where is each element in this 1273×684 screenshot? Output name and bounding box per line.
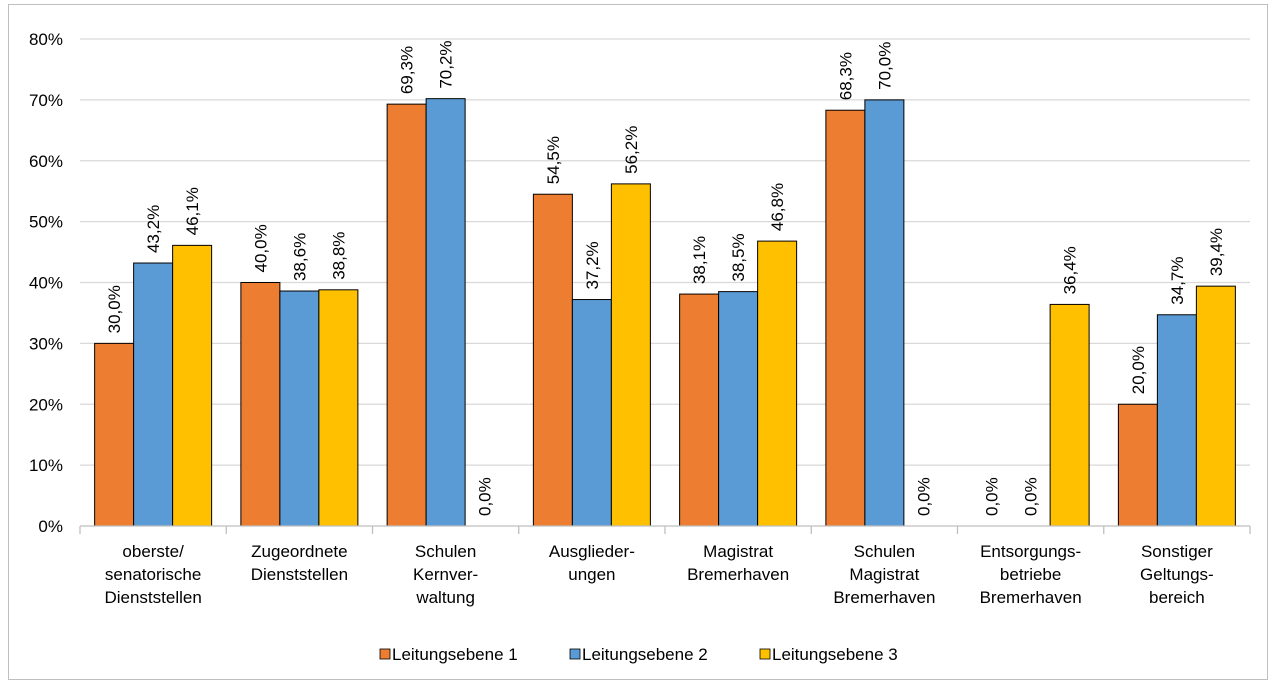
bar — [386, 103, 427, 527]
bar — [1156, 314, 1197, 527]
data-labels: 30,0% 43,2% 46,1% 40,0% 38,6% 38,8% 69,3% 70,2%… — [105, 40, 1226, 516]
y-tick-label: 20% — [29, 395, 63, 414]
bar — [718, 291, 759, 527]
bar — [532, 193, 573, 527]
y-tick-label: 70% — [29, 91, 63, 110]
category-label: Schulen Kernver-waltung — [413, 542, 478, 607]
y-axis-ticks: 0% 10% 20% 30% 40% 50% 60% 70% 80% — [29, 30, 63, 536]
bar — [279, 290, 320, 527]
y-tick-label: 0% — [38, 517, 63, 536]
bar — [571, 299, 612, 527]
data-label: 46,8% — [768, 183, 787, 231]
category-labels: oberste/senatorische Dienststellen Zugeord… — [104, 542, 1213, 607]
category-label: Schulen Magistrat Bremerhaven — [833, 542, 935, 607]
data-label: 40,0% — [251, 224, 270, 272]
bar — [1049, 303, 1090, 527]
data-label: 38,5% — [729, 233, 748, 281]
bar — [757, 240, 798, 527]
data-label: 30,0% — [105, 285, 124, 333]
category-label: Sonstiger Geltungs-bereich — [1140, 542, 1214, 607]
data-label: 69,3% — [398, 46, 417, 94]
y-tick-label: 50% — [29, 213, 63, 232]
y-tick-label: 10% — [29, 456, 63, 475]
bar — [240, 282, 281, 527]
legend-swatch — [759, 648, 771, 660]
bar — [172, 244, 213, 527]
data-label: 34,7% — [1168, 257, 1187, 305]
data-label: 0,0% — [1022, 477, 1041, 516]
bars — [94, 98, 1236, 527]
data-label: 38,6% — [290, 233, 309, 281]
category-label: Zugeordnete Dienststellen — [251, 542, 348, 584]
data-label: 38,8% — [329, 232, 348, 280]
y-tick-label: 60% — [29, 152, 63, 171]
data-label: 54,5% — [544, 136, 563, 184]
data-label: 38,1% — [690, 236, 709, 284]
data-label: 0,0% — [914, 477, 933, 516]
x-axis — [79, 525, 1251, 534]
category-label: oberste/senatorische Dienststellen — [104, 542, 201, 607]
data-label: 0,0% — [476, 477, 495, 516]
data-label: 56,2% — [622, 126, 641, 174]
bar — [610, 183, 651, 527]
y-tick-label: 30% — [29, 334, 63, 353]
category-label: Ausglieder-ungen — [549, 542, 635, 584]
bar — [825, 109, 866, 527]
data-label: 39,4% — [1207, 228, 1226, 276]
legend-swatch — [379, 648, 391, 660]
y-tick-label: 80% — [29, 30, 63, 49]
legend-label: Leitungsebene 3 — [772, 645, 898, 664]
y-tick-label: 40% — [29, 274, 63, 293]
data-label: 20,0% — [1129, 346, 1148, 394]
bar — [864, 99, 905, 527]
data-label: 0,0% — [983, 477, 1002, 516]
category-label: Magistrat Bremerhaven — [687, 542, 789, 584]
bar — [133, 262, 174, 527]
data-label: 36,4% — [1061, 246, 1080, 294]
bar — [94, 342, 135, 527]
bar — [1117, 403, 1158, 527]
bar — [425, 98, 466, 527]
data-label: 70,2% — [437, 40, 456, 88]
bar — [318, 289, 359, 527]
bar — [1195, 285, 1236, 527]
legend-swatch — [569, 648, 581, 660]
data-label: 46,1% — [183, 187, 202, 235]
data-label: 43,2% — [144, 205, 163, 253]
legend-label: Leitungsebene 2 — [582, 645, 708, 664]
data-label: 70,0% — [875, 42, 894, 90]
data-label: 37,2% — [583, 241, 602, 289]
data-label: 68,3% — [836, 52, 855, 100]
legend-label: Leitungsebene 1 — [392, 645, 518, 664]
legend: Leitungsebene 1 Leitungsebene 2 Leitungseb… — [379, 645, 898, 664]
bar — [679, 293, 720, 527]
category-label: Entsorgungs-betriebe Bremerhaven — [980, 542, 1082, 607]
